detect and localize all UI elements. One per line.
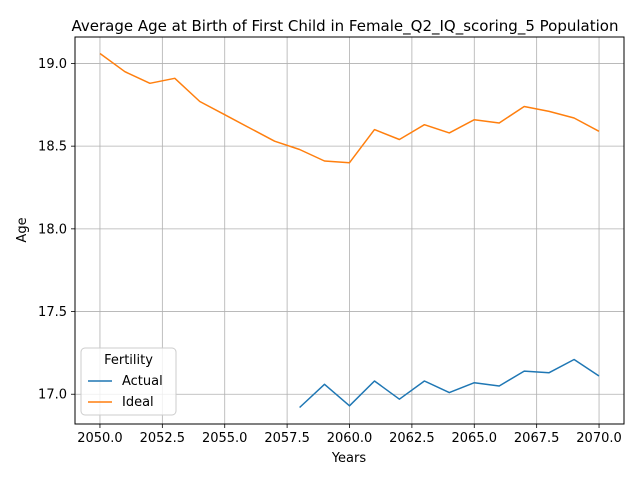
series-line-ideal: [99, 52, 600, 164]
legend-title: Fertility: [104, 353, 153, 368]
x-axis-label: Years: [331, 451, 367, 466]
y-tick-label: 17.5: [38, 305, 67, 320]
x-tick-label: 2065.0: [452, 431, 498, 446]
y-tick-label: 17.0: [38, 388, 67, 403]
x-axis-ticks: 2050.0 2052.5 2055.0 2057.5 2060.0 2062.5 2065…: [77, 424, 622, 446]
legend-label-actual: Actual: [122, 374, 163, 389]
y-tick-label: 19.0: [38, 57, 67, 72]
x-tick-label: 2052.5: [140, 431, 186, 446]
x-tick-label: 2062.5: [389, 431, 435, 446]
y-axis-ticks: 17.0 17.5 18.0 18.5 19.0: [38, 57, 75, 403]
legend-label-ideal: Ideal: [122, 395, 154, 410]
x-tick-label: 2067.5: [514, 431, 560, 446]
series-lines: [99, 52, 600, 409]
series-line-actual: [299, 358, 600, 409]
y-tick-label: 18.5: [38, 140, 67, 155]
y-axis-label: Age: [15, 217, 30, 242]
x-tick-label: 2060.0: [327, 431, 373, 446]
y-tick-label: 18.0: [38, 222, 67, 237]
gridlines: [75, 37, 624, 424]
chart-title: Average Age at Birth of First Child in F…: [72, 17, 619, 36]
x-tick-label: 2057.5: [264, 431, 310, 446]
x-tick-label: 2055.0: [202, 431, 248, 446]
x-tick-label: 2050.0: [77, 431, 123, 446]
legend-box: [80, 347, 177, 416]
x-tick-label: 2070.0: [576, 431, 622, 446]
legend: Fertility Actual Ideal: [80, 347, 177, 416]
